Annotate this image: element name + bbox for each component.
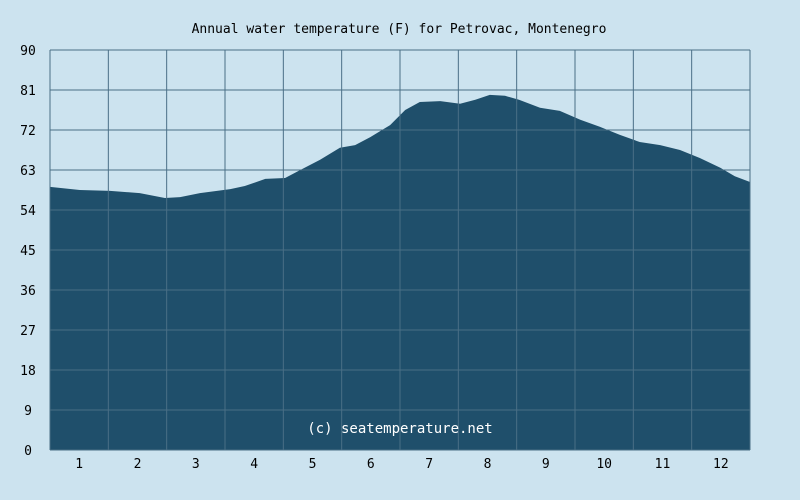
y-tick-label: 63 [20, 164, 36, 179]
credit-annotation: (c) seatemperature.net [307, 421, 492, 437]
y-tick-label: 90 [20, 44, 36, 59]
y-tick-label: 36 [20, 284, 36, 299]
x-tick-label: 7 [425, 457, 433, 472]
y-tick-label: 18 [20, 364, 36, 379]
y-tick-label: 45 [20, 244, 36, 259]
y-tick-label: 27 [20, 324, 36, 339]
y-tick-label: 0 [24, 444, 32, 459]
y-tick-label: 9 [24, 404, 32, 419]
x-tick-label: 2 [134, 457, 142, 472]
chart-title: Annual water temperature (F) for Petrova… [192, 22, 607, 37]
x-tick-label: 8 [484, 457, 492, 472]
x-tick-label: 6 [367, 457, 375, 472]
x-tick-label: 9 [542, 457, 550, 472]
y-tick-label: 72 [20, 124, 36, 139]
x-tick-label: 4 [250, 457, 258, 472]
x-tick-label: 1 [75, 457, 83, 472]
x-tick-label: 5 [309, 457, 317, 472]
x-tick-label: 10 [596, 457, 612, 472]
y-tick-label: 81 [20, 84, 36, 99]
x-tick-label: 11 [655, 457, 671, 472]
x-tick-label: 3 [192, 457, 200, 472]
x-tick-label: 12 [713, 457, 729, 472]
y-tick-label: 54 [20, 204, 36, 219]
